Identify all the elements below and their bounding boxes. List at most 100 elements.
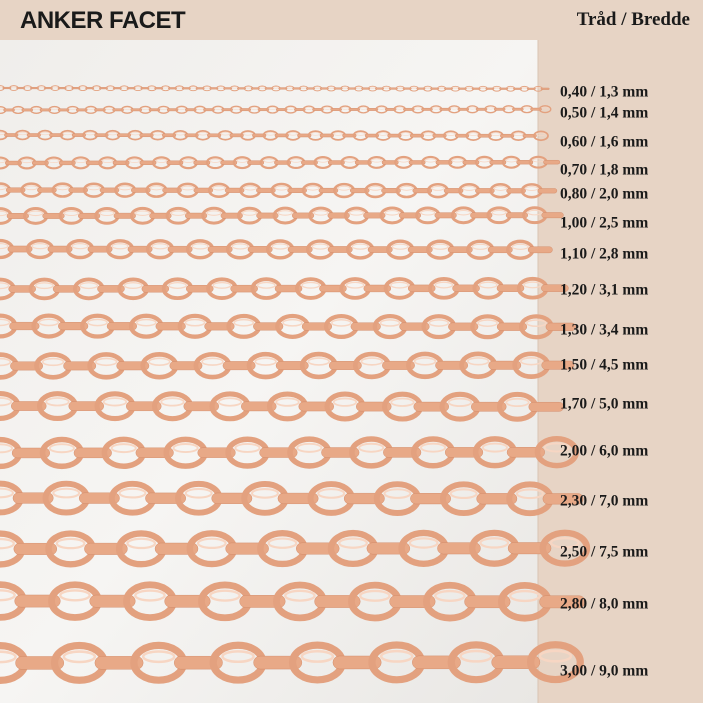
link-side: [221, 108, 233, 112]
link-shine: [328, 86, 335, 89]
chain: [0, 105, 552, 115]
link-shine: [110, 443, 137, 454]
link-shine: [268, 107, 277, 110]
link-side: [540, 87, 550, 90]
link-shine: [0, 107, 4, 111]
link-side: [333, 87, 343, 90]
link-shine: [0, 537, 15, 550]
link-side: [512, 107, 524, 111]
link-side: [457, 87, 467, 90]
link-shine: [395, 106, 404, 110]
link-shine: [87, 107, 95, 110]
link-shine: [256, 281, 276, 289]
link-shine: [102, 397, 128, 407]
link-shine: [151, 243, 169, 250]
link-shine: [135, 86, 141, 89]
link-shine: [535, 86, 542, 89]
link-shine: [172, 443, 199, 454]
link: [534, 436, 579, 469]
link-shine: [160, 397, 185, 407]
link-side: [545, 322, 576, 331]
link-shine: [538, 649, 573, 663]
link-shine: [345, 281, 365, 289]
link-shine: [10, 86, 17, 89]
link-shine: [209, 158, 221, 163]
link-shine: [0, 131, 5, 136]
link-shine: [105, 107, 113, 110]
link-shine: [126, 537, 157, 550]
chain: [0, 480, 584, 517]
link-side: [361, 87, 371, 90]
link-shine: [288, 132, 298, 136]
link-side: [330, 108, 342, 111]
link-shine: [191, 243, 209, 250]
link-shine: [75, 158, 87, 163]
link-shine: [523, 106, 531, 110]
size-label: 1,00 / 2,5 mm: [560, 215, 648, 232]
link-shine: [95, 357, 118, 367]
link-side: [71, 87, 81, 90]
link-shine: [201, 357, 224, 366]
link-side: [43, 87, 53, 90]
link-shine: [123, 282, 143, 290]
link-side: [209, 87, 219, 90]
link-shine: [0, 487, 14, 499]
link-side: [99, 87, 108, 90]
link-shine: [432, 106, 440, 110]
size-label: 2,50 / 7,5 mm: [560, 544, 648, 561]
link-shine: [71, 243, 89, 250]
link-side: [57, 87, 67, 90]
link-shine: [40, 131, 50, 136]
link-shine: [66, 86, 72, 89]
link-shine: [121, 86, 128, 89]
link-shine: [275, 397, 300, 407]
link-shine: [384, 210, 400, 216]
link-shine: [221, 650, 255, 664]
link-shine: [41, 357, 65, 367]
link-shine: [493, 86, 500, 89]
link-shine: [420, 210, 436, 216]
link-shine: [17, 131, 28, 136]
link-shine: [204, 86, 210, 89]
link-shine: [236, 158, 248, 163]
link-side: [528, 402, 564, 412]
link-shine: [141, 107, 150, 110]
link-shine: [234, 442, 261, 453]
link-shine: [87, 318, 108, 327]
link-shine: [32, 107, 41, 111]
link-shine: [480, 86, 486, 89]
chain: [0, 182, 558, 199]
link-side: [347, 87, 357, 90]
link-shine: [0, 443, 14, 454]
link-side: [76, 108, 88, 112]
link-side: [21, 108, 33, 112]
link-side: [366, 108, 379, 111]
link-shine: [307, 357, 330, 366]
link-shine: [168, 281, 187, 289]
link-shine: [0, 282, 10, 290]
link-shine: [377, 106, 386, 110]
link-shine: [153, 132, 163, 136]
link-shine: [338, 537, 368, 549]
link-shine: [52, 487, 81, 499]
link-shine: [355, 132, 366, 136]
link-shine: [434, 589, 466, 603]
link-side: [485, 87, 495, 90]
link-shine: [505, 397, 530, 408]
link-side: [294, 108, 306, 111]
link-shine: [511, 243, 529, 250]
size-label: 0,80 / 2,0 mm: [560, 186, 648, 203]
link-side: [257, 108, 270, 111]
link-shine: [305, 107, 313, 110]
link-shine: [447, 397, 473, 407]
link-side: [112, 87, 122, 90]
link-shine: [379, 649, 414, 663]
link-side: [513, 87, 522, 90]
link-shine: [468, 106, 477, 110]
link-shine: [134, 589, 166, 602]
chain: [0, 206, 564, 225]
link-shine: [355, 86, 362, 89]
link-shine: [491, 209, 507, 216]
size-label: 1,30 / 3,4 mm: [560, 322, 648, 339]
link-shine: [486, 106, 495, 110]
